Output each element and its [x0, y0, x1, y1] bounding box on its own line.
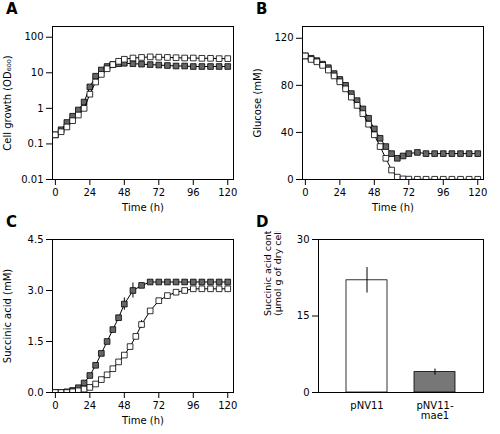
svg-text:Glucose (mM): Glucose (mM) — [252, 68, 263, 137]
svg-text:120: 120 — [274, 32, 293, 43]
svg-text:15: 15 — [297, 310, 310, 321]
html-text:A: A — [6, 0, 18, 18]
svg-text:72: 72 — [152, 187, 165, 198]
svg-text:30: 30 — [297, 234, 310, 245]
svg-text:1.5: 1.5 — [28, 336, 44, 347]
svg-text:Succinic acid content(μmol g o: Succinic acid content(μmol g of dry cell… — [262, 231, 284, 316]
html-text:B: B — [256, 0, 268, 18]
svg-text:Cell growth (OD₆₀₀): Cell growth (OD₆₀₀) — [2, 55, 13, 150]
svg-text:120: 120 — [218, 400, 237, 411]
svg-text:48: 48 — [118, 400, 131, 411]
svg-text:Succinic acid (mM): Succinic acid (mM) — [2, 269, 13, 363]
svg-text:0: 0 — [52, 187, 58, 198]
svg-text:0.01: 0.01 — [21, 174, 43, 185]
svg-text:4.5: 4.5 — [28, 234, 44, 245]
svg-text:0: 0 — [52, 400, 58, 411]
html-text:D: D — [256, 213, 269, 231]
svg-text:3.0: 3.0 — [28, 285, 44, 296]
html-text:C: C — [6, 213, 17, 231]
svg-text:96: 96 — [437, 187, 450, 198]
svg-text:72: 72 — [152, 400, 165, 411]
svg-text:24: 24 — [333, 187, 346, 198]
svg-text:72: 72 — [402, 187, 415, 198]
svg-text:24: 24 — [83, 187, 96, 198]
svg-text:120: 120 — [218, 187, 237, 198]
svg-text:0: 0 — [303, 387, 309, 398]
svg-text:Time (h): Time (h) — [121, 202, 164, 213]
svg-text:40: 40 — [281, 127, 294, 138]
svg-text:10: 10 — [31, 67, 44, 78]
svg-text:0.0: 0.0 — [28, 387, 44, 398]
svg-text:48: 48 — [118, 187, 131, 198]
svg-text:pNV11: pNV11 — [350, 400, 383, 411]
svg-text:120: 120 — [468, 187, 487, 198]
svg-text:96: 96 — [187, 187, 200, 198]
svg-text:96: 96 — [187, 400, 200, 411]
svg-text:0: 0 — [287, 174, 293, 185]
svg-text:24: 24 — [83, 400, 96, 411]
svg-text:0: 0 — [302, 187, 308, 198]
svg-text:100: 100 — [24, 31, 43, 42]
svg-text:0.1: 0.1 — [28, 138, 44, 149]
svg-text:48: 48 — [368, 187, 381, 198]
svg-text:80: 80 — [281, 80, 294, 91]
svg-text:pNV11-mae1: pNV11-mae1 — [416, 400, 453, 421]
svg-text:Time (h): Time (h) — [121, 415, 164, 426]
svg-text:Time (h): Time (h) — [371, 202, 414, 213]
svg-text:1: 1 — [37, 103, 43, 114]
